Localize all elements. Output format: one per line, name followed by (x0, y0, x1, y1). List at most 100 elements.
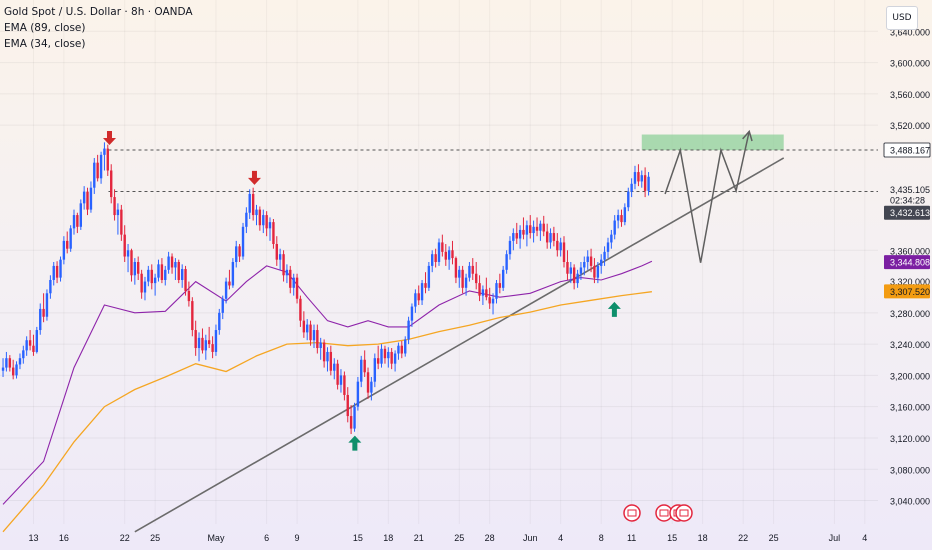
candle (150, 269, 153, 284)
candle (265, 215, 268, 229)
time-axis: 13 16 22 25 May 6 9 15 18 21 25 28 Jun 4 8 11 15 18 22 25 Ju… (28, 533, 867, 543)
ema89-legend[interactable]: EMA (89, close) (4, 22, 86, 34)
candle (285, 269, 289, 276)
candle (140, 273, 143, 293)
candle (309, 324, 312, 341)
candle (637, 172, 640, 182)
candle (444, 251, 447, 260)
candle (610, 234, 613, 243)
candle (390, 351, 393, 364)
candle (566, 262, 569, 274)
candle (167, 256, 170, 270)
candle (633, 172, 637, 184)
candle (586, 256, 589, 262)
candle (518, 229, 522, 239)
candle (272, 222, 275, 245)
candle (174, 262, 177, 268)
candle (191, 301, 194, 331)
candle (353, 406, 356, 429)
candle (532, 226, 535, 234)
candle (278, 254, 282, 260)
candle (373, 358, 377, 382)
price-tick-label: 3,280.000 (890, 309, 930, 319)
candle (110, 170, 113, 198)
candle (39, 308, 42, 331)
candle (55, 265, 59, 278)
target-zone-layer (641, 134, 784, 151)
candle (539, 223, 542, 231)
candle (643, 175, 647, 191)
candle (505, 254, 508, 270)
currency-button[interactable]: USD (886, 6, 918, 30)
candle (349, 416, 353, 429)
time-tick-label: 18 (698, 533, 708, 543)
time-tick-label: 15 (353, 533, 363, 543)
flag-icon (659, 509, 669, 517)
up-arrow-icon (348, 435, 362, 451)
price-tag-label: 3,432.613 (890, 208, 930, 218)
candle (417, 293, 420, 301)
price-tick-label: 3,600.000 (890, 59, 930, 69)
candle (99, 154, 103, 179)
candle (360, 359, 363, 382)
candle (583, 262, 586, 268)
candle (647, 176, 650, 191)
candle (251, 193, 255, 216)
candle (316, 330, 319, 349)
candle (620, 215, 623, 223)
candle (25, 340, 28, 351)
candle (343, 375, 346, 395)
candle (28, 340, 32, 346)
candle (397, 345, 400, 354)
candle (268, 222, 272, 229)
candle (113, 197, 116, 216)
candle (275, 244, 278, 260)
candle (170, 256, 174, 268)
price-tick-label: 3,360.000 (890, 246, 930, 256)
candle (8, 358, 12, 368)
candle (235, 246, 238, 262)
price-tag-label: 02:34:28 (890, 196, 925, 206)
price-tag-label: 3,344.808 (890, 258, 930, 268)
candle (458, 269, 461, 278)
candle (133, 262, 137, 276)
candle (451, 250, 454, 259)
candle (255, 209, 258, 216)
candle (136, 262, 140, 274)
candle (72, 215, 76, 229)
candle (289, 269, 292, 288)
candle (35, 330, 39, 352)
candle (18, 358, 22, 365)
time-tick-label: 18 (383, 533, 393, 543)
price-tick-label: 3,200.000 (890, 371, 930, 381)
price-tag-label: 3,435.105 (890, 185, 930, 195)
candle (461, 269, 464, 288)
candle (407, 320, 410, 340)
candle (157, 264, 160, 278)
candle (224, 281, 228, 299)
candle (197, 337, 201, 349)
time-tick-label: 8 (599, 533, 604, 543)
candle (447, 250, 451, 260)
candle (370, 381, 373, 393)
price-tag (884, 255, 930, 270)
time-tick-label: Jun (523, 533, 538, 543)
candle (15, 364, 18, 376)
candle (559, 242, 562, 251)
candle (464, 277, 468, 288)
candle (454, 258, 458, 278)
candle (640, 175, 643, 182)
candle (478, 283, 481, 296)
candle (42, 308, 45, 317)
candle (282, 254, 285, 276)
projection-arrowhead (742, 129, 753, 142)
candle (116, 209, 120, 216)
candle (22, 350, 25, 359)
ema34-legend[interactable]: EMA (34, close) (4, 38, 86, 50)
price-tick-label: 3,120.000 (890, 434, 930, 444)
candle (529, 225, 532, 234)
candle (164, 269, 167, 280)
candle (333, 363, 336, 371)
